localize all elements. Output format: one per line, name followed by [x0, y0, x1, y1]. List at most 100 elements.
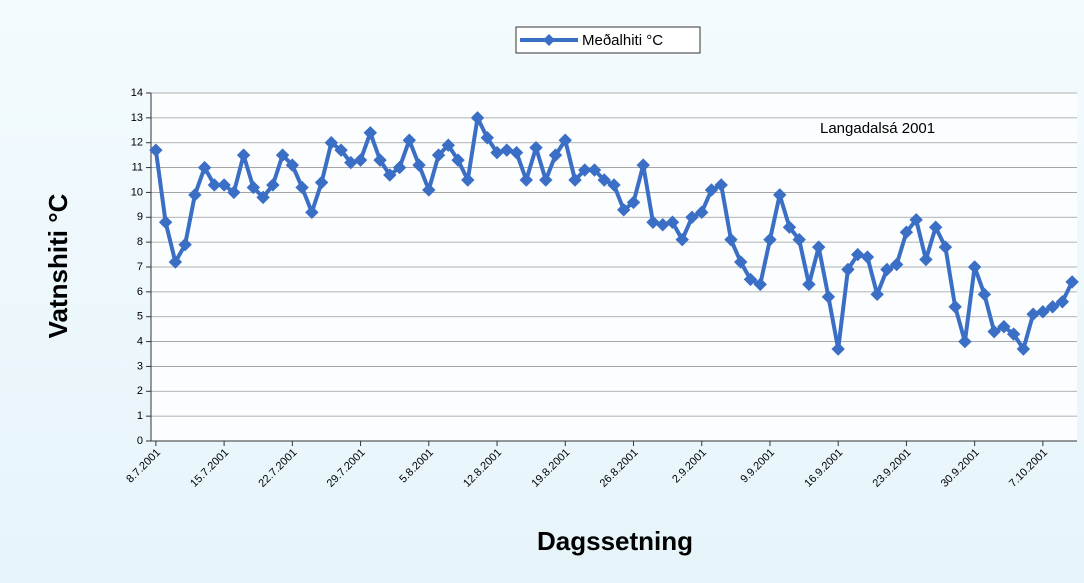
- data-point: [402, 133, 417, 147]
- y-tick-label: 7: [137, 261, 143, 273]
- legend-marker: [543, 34, 555, 46]
- y-tick-label: 1: [137, 410, 143, 422]
- y-tick-label: 14: [131, 87, 143, 99]
- data-point: [938, 240, 953, 254]
- data-point: [383, 168, 397, 182]
- y-tick-label: 9: [137, 211, 143, 223]
- data-point: [256, 190, 270, 205]
- annotation: Langadalsá 2001: [820, 120, 935, 137]
- data-point: [665, 215, 680, 229]
- data-point: [568, 173, 582, 187]
- data-point: [724, 232, 738, 247]
- data-point: [461, 173, 475, 187]
- data-point: [246, 180, 261, 195]
- data-point: [1055, 295, 1070, 309]
- data-point: [1006, 327, 1021, 341]
- y-tick-label: 0: [137, 435, 143, 447]
- data-point: [675, 232, 689, 247]
- data-point: [685, 210, 699, 224]
- data-point: [412, 158, 426, 172]
- data-point: [597, 173, 611, 187]
- data-point: [734, 255, 748, 269]
- data-point: [772, 188, 787, 202]
- data-point: [860, 250, 875, 264]
- y-tick-label: 3: [137, 360, 143, 372]
- data-point: [197, 160, 212, 175]
- y-tick-label: 5: [137, 311, 143, 323]
- data-point: [578, 163, 592, 177]
- data-point: [763, 232, 777, 247]
- data-point: [207, 178, 222, 192]
- data-point: [188, 188, 202, 202]
- data-point: [782, 220, 797, 234]
- data-point: [997, 319, 1011, 334]
- data-point: [607, 178, 621, 192]
- data-point: [392, 160, 407, 175]
- data-point: [500, 143, 514, 157]
- data-point: [236, 148, 251, 162]
- data-point: [821, 290, 836, 304]
- data-point: [305, 205, 319, 220]
- data-point: [919, 252, 933, 267]
- data-point: [909, 213, 923, 227]
- data-point: [422, 183, 436, 197]
- data-point: [704, 183, 719, 197]
- data-point: [470, 111, 485, 125]
- data-point: [617, 203, 631, 217]
- data-point: [626, 195, 641, 210]
- data-point: [149, 143, 163, 157]
- data-point: [451, 153, 465, 167]
- data-point: [948, 300, 962, 314]
- y-tick-label: 10: [131, 186, 143, 198]
- data-point: [1016, 342, 1031, 356]
- data-point: [363, 126, 378, 140]
- data-point: [802, 277, 816, 292]
- data-point: [217, 178, 231, 192]
- data-point: [987, 324, 1001, 339]
- data-point: [548, 148, 563, 162]
- y-tick-label: 8: [137, 236, 143, 248]
- data-point: [334, 143, 348, 157]
- y-tick-label: 11: [132, 161, 143, 173]
- data-point: [353, 153, 368, 167]
- data-point: [967, 260, 982, 274]
- y-axis-title: Vatnshiti °C: [43, 193, 73, 338]
- data-point: [539, 173, 553, 187]
- legend-label: Meðalhiti °C: [582, 32, 663, 49]
- data-point: [889, 257, 904, 272]
- data-point: [178, 237, 192, 252]
- y-tick-label: 12: [131, 137, 143, 149]
- data-point: [168, 255, 183, 269]
- y-tick-label: 6: [137, 286, 143, 298]
- data-point: [227, 185, 241, 200]
- data-point: [431, 148, 446, 162]
- data-point: [519, 173, 533, 187]
- data-point: [1065, 275, 1079, 289]
- data-point: [899, 225, 914, 239]
- data-point: [158, 215, 173, 229]
- data-point: [870, 287, 884, 302]
- data-point: [714, 178, 728, 192]
- data-point: [928, 220, 943, 234]
- data-point: [753, 277, 767, 292]
- data-point: [811, 240, 826, 254]
- data-point: [441, 138, 456, 152]
- data-point: [695, 205, 709, 220]
- x-axis-title: Dagssetning: [537, 526, 693, 556]
- data-point: [850, 247, 865, 262]
- data-point: [792, 232, 806, 247]
- data-point: [646, 215, 660, 229]
- y-tick-label: 4: [137, 335, 143, 347]
- data-point: [636, 158, 650, 172]
- data-point: [558, 133, 572, 147]
- data-point: [831, 342, 845, 356]
- data-point: [275, 148, 290, 162]
- data-point: [266, 178, 280, 192]
- data-point: [1036, 305, 1050, 319]
- data-point: [314, 175, 329, 190]
- data-point: [480, 131, 494, 145]
- data-point: [880, 262, 894, 277]
